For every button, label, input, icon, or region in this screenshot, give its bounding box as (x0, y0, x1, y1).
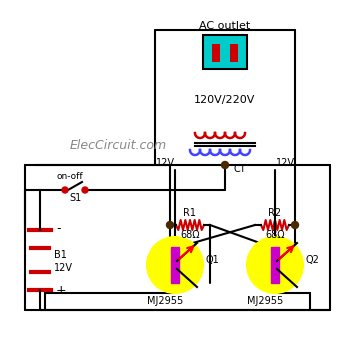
Text: 120V/220V: 120V/220V (194, 95, 256, 105)
Text: R2: R2 (268, 208, 281, 218)
Text: 12V: 12V (275, 158, 294, 168)
Bar (212, 44, 220, 62)
Text: +: + (56, 285, 66, 297)
Bar (203, 35, 247, 69)
Text: B1: B1 (54, 250, 67, 260)
Text: 68Ω: 68Ω (180, 230, 200, 240)
Text: 12V: 12V (54, 263, 73, 273)
Bar (230, 44, 238, 62)
Circle shape (222, 161, 229, 169)
Text: Q1: Q1 (205, 255, 219, 265)
Text: 68Ω: 68Ω (265, 230, 285, 240)
Text: Q2: Q2 (305, 255, 319, 265)
Text: ElecCircuit.com: ElecCircuit.com (70, 138, 167, 152)
Text: on-off: on-off (57, 171, 83, 180)
Text: R1: R1 (183, 208, 196, 218)
Text: S1: S1 (69, 193, 81, 203)
Bar (271, 247, 279, 283)
Circle shape (247, 237, 303, 293)
Circle shape (292, 221, 299, 229)
Text: -: - (56, 222, 61, 236)
Text: CT: CT (233, 164, 246, 174)
Circle shape (82, 187, 88, 193)
Text: 12V: 12V (155, 158, 175, 168)
Text: MJ2955: MJ2955 (147, 296, 183, 306)
Text: MJ2955: MJ2955 (247, 296, 283, 306)
Bar (171, 247, 179, 283)
Circle shape (147, 237, 203, 293)
Text: AC outlet: AC outlet (199, 21, 251, 31)
Circle shape (62, 187, 68, 193)
Circle shape (167, 221, 174, 229)
